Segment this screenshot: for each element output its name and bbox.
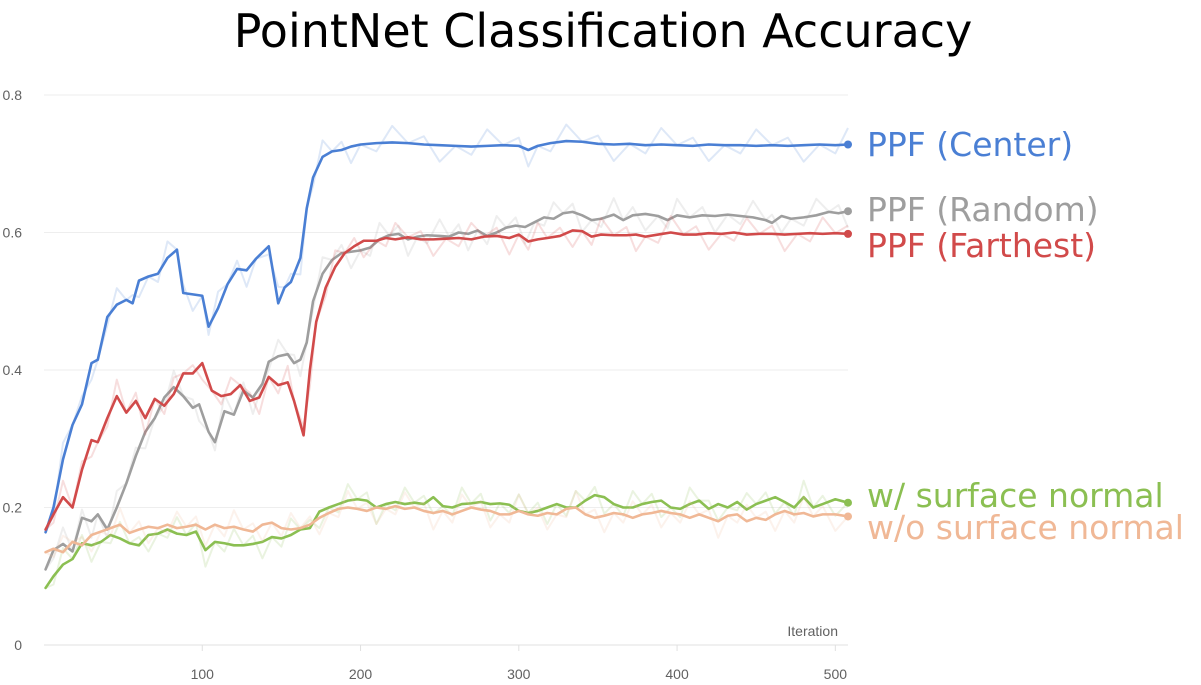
x-axis-label: Iteration: [787, 623, 838, 639]
y-tick-label: 0.2: [3, 500, 23, 516]
series-w-surface-normal: [44, 479, 852, 590]
y-axis-ticks: 0 0.2 0.4 0.6 0.8: [3, 87, 23, 653]
series-end-point: [844, 512, 852, 521]
grid: [44, 94, 848, 646]
series-end-point: [844, 140, 852, 149]
y-tick-label: 0.8: [3, 87, 23, 103]
series-raw-line: [45, 479, 849, 589]
x-tick-label: 400: [665, 666, 689, 682]
series-w-o-surface-normal: [44, 490, 852, 558]
y-tick-label: 0: [14, 637, 22, 653]
legend-label-w-surface-normal: w/ surface normal: [867, 476, 1164, 515]
legend: PPF (Center) PPF (Random)PPF (Farthest) w/…: [867, 125, 1184, 547]
series-ppf-center: [44, 123, 852, 534]
y-tick-label: 0.6: [3, 225, 23, 241]
series-line: [44, 229, 850, 531]
series-line: [44, 493, 850, 590]
legend-label-w-o-surface-normal: w/o surface normal: [867, 508, 1184, 547]
series-raw-line: [44, 215, 849, 531]
series-line: [44, 504, 850, 554]
legend-label-ppf-random: PPF (Random): [867, 190, 1099, 229]
series-lines: [44, 123, 852, 590]
x-axis-ticks: 100 200 300 400 500: [191, 645, 848, 682]
series-end-point: [844, 498, 852, 507]
x-tick-label: 100: [191, 666, 215, 682]
x-tick-label: 300: [507, 666, 531, 682]
legend-label-ppf-center: PPF (Center): [867, 125, 1073, 164]
series-end-point: [844, 229, 852, 238]
x-tick-label: 200: [349, 666, 373, 682]
series-raw-line: [44, 197, 849, 570]
series-end-point: [844, 207, 852, 216]
legend-label-ppf-farthest: PPF (Farthest): [867, 226, 1096, 265]
x-tick-label: 500: [824, 666, 848, 682]
y-tick-label: 0.4: [3, 362, 23, 378]
series-line: [44, 139, 850, 534]
chart-title: PointNet Classification Accuracy: [234, 4, 973, 58]
series-raw-line: [44, 123, 849, 533]
series-ppf-farthest: [44, 215, 852, 531]
